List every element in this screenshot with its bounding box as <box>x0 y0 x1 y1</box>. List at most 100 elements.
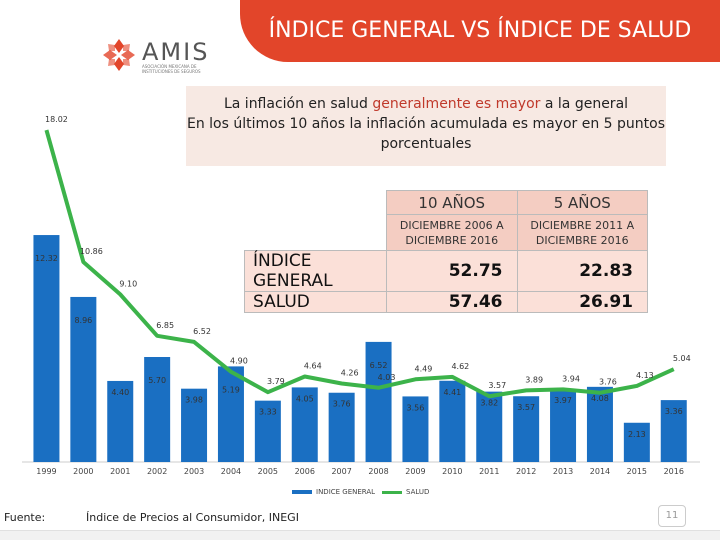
line-label-2001: 9.10 <box>119 279 137 288</box>
line-label-2012: 3.89 <box>525 375 543 384</box>
bar-label-2011: 3.82 <box>480 399 498 408</box>
x-tick-2000: 2000 <box>73 467 93 476</box>
line-label-2008: 4.03 <box>378 373 396 382</box>
line-label-1999: 18.02 <box>45 115 68 124</box>
x-tick-2001: 2001 <box>110 467 130 476</box>
x-tick-2004: 2004 <box>221 467 241 476</box>
col1-sub1: DICIEMBRE 2006 A <box>399 218 504 232</box>
line-label-2004: 4.90 <box>230 357 248 366</box>
footer-label: Fuente: <box>4 511 46 524</box>
bar-general-2002 <box>144 357 171 462</box>
col1-title: 10 AÑOS <box>386 190 518 215</box>
x-tick-2013: 2013 <box>553 467 573 476</box>
page-number: 11 <box>658 505 686 527</box>
bar-general-2010 <box>439 380 466 462</box>
bar-general-2009 <box>402 396 429 462</box>
x-tick-2012: 2012 <box>516 467 536 476</box>
line-salud <box>44 129 675 399</box>
bar-general-2014 <box>586 386 613 462</box>
bar-general-2013 <box>550 388 577 462</box>
table-corner-2 <box>245 215 387 251</box>
bar-general-2004 <box>217 366 244 462</box>
salud-5y: 26.91 <box>516 291 648 313</box>
salud-10y: 57.46 <box>386 291 518 313</box>
footer-source: Índice de Precios al Consumidor, INEGI <box>86 511 299 524</box>
x-tick-2002: 2002 <box>147 467 167 476</box>
bar-label-2012: 3.57 <box>517 403 535 412</box>
line-label-2013: 3.94 <box>562 374 580 383</box>
x-tick-2010: 2010 <box>442 467 462 476</box>
bar-general-2005 <box>254 400 281 462</box>
bar-general-2008 <box>365 341 392 462</box>
line-label-2000: 10.86 <box>80 247 103 256</box>
note-suffix: a la general <box>540 96 629 112</box>
legend-item-general: INDICE GENERAL <box>292 488 375 496</box>
line-label-2002: 6.85 <box>156 321 174 330</box>
note-emphasis: generalmente es mayor <box>372 96 541 112</box>
bar-general-2001 <box>107 380 134 462</box>
note-prefix: La inflación en salud <box>223 96 373 112</box>
logo-subtitle: ASOCIACIÓN MEXICANA DE INSTITUCIONES DE … <box>142 64 201 74</box>
x-tick-2011: 2011 <box>479 467 499 476</box>
bar-label-2009: 3.56 <box>407 403 425 412</box>
bar-label-2013: 3.97 <box>554 396 572 405</box>
bar-general-1999 <box>33 235 60 462</box>
inflation-summary-table: 10 AÑOS 5 AÑOS DICIEMBRE 2006 A DICIEMBRE… <box>244 190 648 313</box>
col2-subtitle: DICIEMBRE 2011 A DICIEMBRE 2016 <box>516 214 648 251</box>
bar-label-2001: 4.40 <box>111 388 129 397</box>
x-tick-2003: 2003 <box>184 467 204 476</box>
table-corner <box>245 191 387 215</box>
bar-general-2016 <box>660 400 687 462</box>
note-box: La inflación en salud generalmente es ma… <box>186 86 666 166</box>
legend-label-salud: SALUD <box>406 488 430 496</box>
bar-label-2016: 3.36 <box>665 407 683 416</box>
x-tick-2009: 2009 <box>405 467 425 476</box>
bar-label-2006: 4.05 <box>296 394 314 403</box>
bar-label-2000: 8.96 <box>74 316 92 325</box>
row-label-salud: SALUD <box>244 291 387 313</box>
general-5y: 22.83 <box>516 250 648 292</box>
x-tick-2015: 2015 <box>627 467 647 476</box>
bar-general-2012 <box>513 396 540 462</box>
line-label-2016: 5.04 <box>673 354 691 363</box>
legend-item-salud: SALUD <box>382 488 429 496</box>
line-label-2015: 4.13 <box>636 371 654 380</box>
bar-label-2004: 5.19 <box>222 385 240 394</box>
legend-swatch-bar <box>292 490 312 494</box>
page-title: ÍNDICE GENERAL VS ÍNDICE DE SALUD <box>268 18 692 43</box>
bar-general-2007 <box>328 392 355 462</box>
col2-sub2: DICIEMBRE 2016 <box>535 233 629 247</box>
bar-label-2008: 6.52 <box>370 361 388 370</box>
line-label-2010: 4.62 <box>451 362 469 371</box>
chart: 1999 2000 2001 2002 2003 2004 2005 2006 2007 2008… <box>22 115 700 476</box>
x-tick-2007: 2007 <box>331 467 351 476</box>
col2-sub1: DICIEMBRE 2011 A <box>530 218 635 232</box>
general-10y: 52.75 <box>386 250 518 292</box>
bar-label-2005: 3.33 <box>259 408 277 417</box>
line-label-2006: 4.64 <box>304 362 322 371</box>
bar-general-2011 <box>476 391 503 462</box>
line-label-2005: 3.79 <box>267 377 285 386</box>
row-label-general: ÍNDICE GENERAL <box>244 250 387 292</box>
bar-label-1999: 12.32 <box>35 254 58 263</box>
note-line-1: La inflación en salud generalmente es ma… <box>186 94 666 114</box>
bar-general-2006 <box>291 387 318 462</box>
x-tick-2016: 2016 <box>664 467 684 476</box>
bar-general-2015 <box>623 422 650 462</box>
legend-label-general: INDICE GENERAL <box>316 488 376 496</box>
line-label-2011: 3.57 <box>488 381 506 390</box>
bar-general-2003 <box>181 388 208 462</box>
col1-sub2: DICIEMBRE 2016 <box>405 233 499 247</box>
line-label-2009: 4.49 <box>415 364 433 373</box>
x-tick-2005: 2005 <box>258 467 278 476</box>
x-tick-2008: 2008 <box>368 467 388 476</box>
line-label-2003: 6.52 <box>193 327 211 336</box>
bar-label-2014: 4.08 <box>591 394 609 403</box>
bar-general-2000 <box>70 296 97 462</box>
line-label-2014: 3.76 <box>599 378 617 387</box>
x-tick-1999: 1999 <box>36 467 56 476</box>
x-tick-2006: 2006 <box>295 467 315 476</box>
footer-bar <box>0 530 720 540</box>
title-banner: ÍNDICE GENERAL VS ÍNDICE DE SALUD <box>240 0 720 62</box>
bar-label-2007: 3.76 <box>333 400 351 409</box>
